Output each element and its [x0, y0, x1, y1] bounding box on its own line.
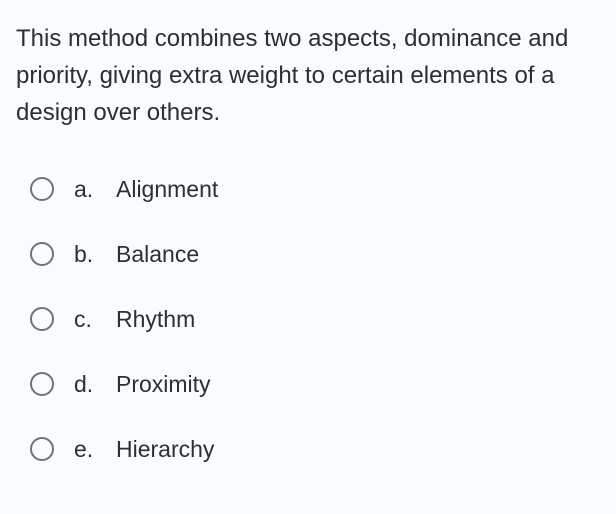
radio-c[interactable] [30, 307, 54, 331]
radio-d[interactable] [30, 372, 54, 396]
option-row-c[interactable]: c. Rhythm [30, 306, 600, 333]
option-row-a[interactable]: a. Alignment [30, 176, 600, 203]
option-letter: a. [74, 176, 116, 203]
option-label: Hierarchy [116, 436, 214, 463]
option-row-d[interactable]: d. Proximity [30, 371, 600, 398]
option-row-b[interactable]: b. Balance [30, 241, 600, 268]
question-text: This method combines two aspects, domina… [16, 20, 600, 132]
options-list: a. Alignment b. Balance c. Rhythm d. Pro… [16, 176, 600, 463]
option-letter: e. [74, 436, 116, 463]
radio-e[interactable] [30, 437, 54, 461]
option-label: Alignment [116, 176, 218, 203]
option-row-e[interactable]: e. Hierarchy [30, 436, 600, 463]
option-label: Proximity [116, 371, 211, 398]
radio-b[interactable] [30, 242, 54, 266]
option-letter: b. [74, 241, 116, 268]
radio-a[interactable] [30, 177, 54, 201]
option-label: Balance [116, 241, 199, 268]
option-label: Rhythm [116, 306, 195, 333]
option-letter: c. [74, 306, 116, 333]
option-letter: d. [74, 371, 116, 398]
